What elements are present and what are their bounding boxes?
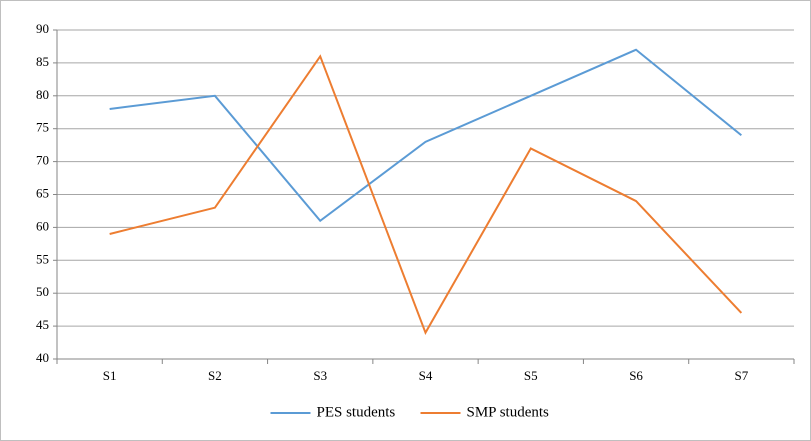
y-tick-label: 75 [36, 120, 49, 135]
x-tick-label: S7 [734, 368, 748, 383]
series-line [109, 48, 742, 223]
x-tick-label: S4 [419, 368, 433, 383]
x-tick-label: S3 [313, 368, 327, 383]
y-tick-label: 65 [36, 185, 49, 200]
y-tick-label: 80 [36, 87, 49, 102]
y-tick-label: 55 [36, 251, 49, 266]
y-tick-label: 45 [36, 317, 49, 332]
x-tick-label: S5 [524, 368, 538, 383]
y-tick-label: 70 [36, 153, 49, 168]
y-tick-label: 40 [36, 350, 49, 365]
y-tick-label: 50 [36, 284, 49, 299]
legend-label: SMP students [467, 404, 550, 420]
x-tick-label: S1 [103, 368, 117, 383]
x-tick-label: S2 [208, 368, 222, 383]
x-tick-label: S6 [629, 368, 643, 383]
y-tick-label: 60 [36, 218, 49, 233]
legend-label: PES students [317, 404, 396, 420]
y-tick-label: 90 [36, 21, 49, 36]
series-line [109, 54, 743, 336]
y-tick-label: 85 [36, 54, 49, 69]
